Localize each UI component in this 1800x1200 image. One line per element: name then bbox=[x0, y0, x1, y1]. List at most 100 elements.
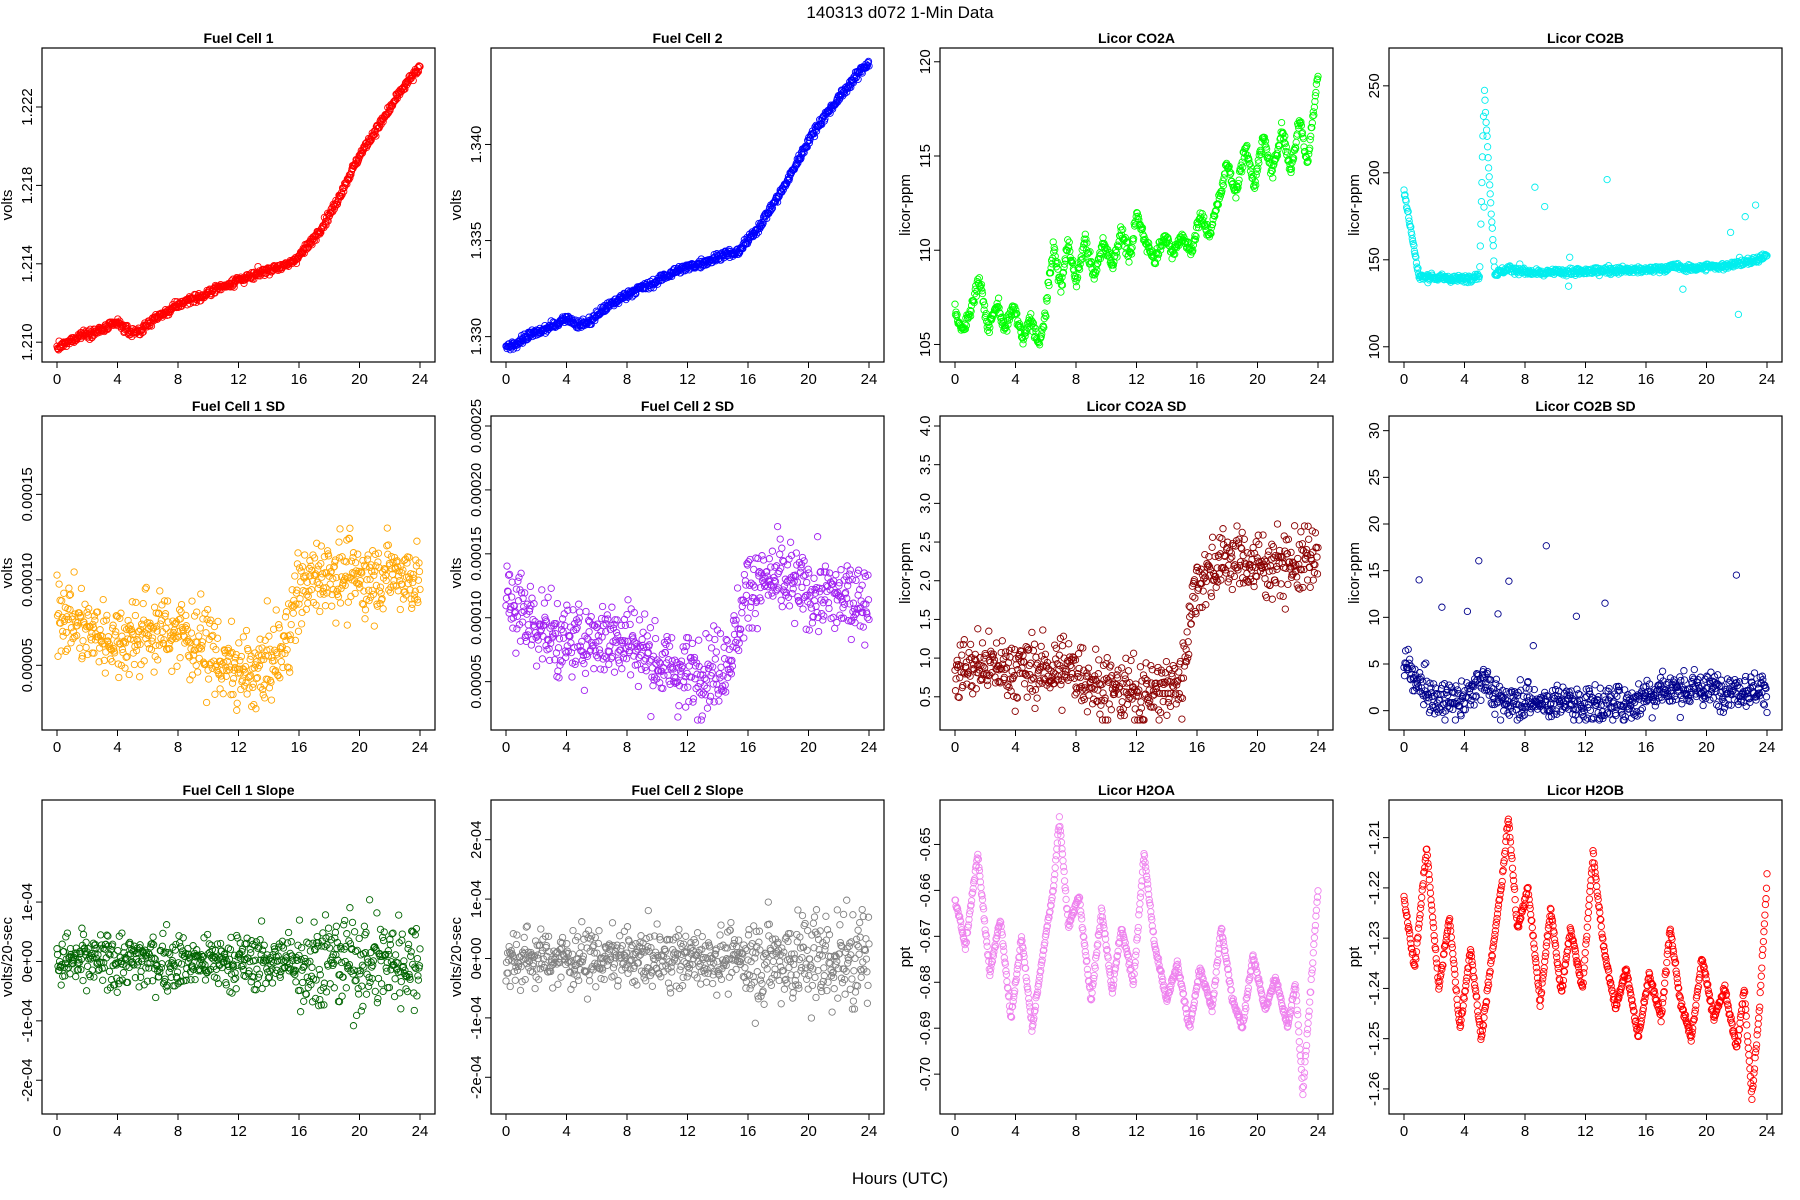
data-point bbox=[1247, 170, 1256, 179]
data-point bbox=[752, 230, 760, 239]
data-point bbox=[695, 636, 703, 644]
y-tick-label: 2.0 bbox=[917, 570, 934, 591]
data-point bbox=[316, 607, 324, 616]
data-point bbox=[665, 642, 674, 650]
data-point bbox=[517, 569, 525, 577]
data-point bbox=[1021, 332, 1029, 340]
data-point bbox=[1180, 234, 1188, 242]
data-point bbox=[1121, 242, 1129, 251]
data-point bbox=[852, 576, 860, 585]
data-point bbox=[1129, 649, 1138, 657]
data-point bbox=[1069, 256, 1077, 265]
x-tick-label: 12 bbox=[679, 739, 696, 756]
data-point bbox=[960, 636, 968, 644]
data-point bbox=[1751, 201, 1760, 209]
data-point bbox=[995, 304, 1003, 312]
data-point bbox=[1025, 661, 1033, 670]
y-tick-label: 4.0 bbox=[917, 416, 934, 437]
data-point bbox=[1603, 175, 1611, 184]
data-point bbox=[1252, 538, 1260, 546]
data-point bbox=[974, 275, 982, 283]
data-point bbox=[1207, 224, 1216, 232]
data-point bbox=[1292, 138, 1300, 147]
data-point bbox=[967, 307, 975, 315]
data-point bbox=[237, 685, 245, 694]
data-point bbox=[971, 285, 979, 293]
data-point bbox=[631, 289, 639, 297]
data-point bbox=[1400, 186, 1408, 194]
x-tick-label: 24 bbox=[412, 739, 429, 756]
y-tick-label: 100 bbox=[1366, 334, 1383, 359]
data-point bbox=[1255, 159, 1263, 167]
data-point bbox=[1480, 86, 1489, 95]
data-series bbox=[951, 72, 1322, 349]
x-tick-label: 16 bbox=[1189, 739, 1206, 756]
data-point bbox=[1181, 238, 1190, 246]
data-point bbox=[187, 629, 196, 637]
data-point bbox=[376, 583, 385, 591]
data-point bbox=[291, 572, 299, 580]
data-point bbox=[54, 610, 63, 618]
data-point bbox=[1023, 693, 1031, 701]
y-axis-label: licor-ppm bbox=[1346, 174, 1363, 236]
data-point bbox=[662, 640, 670, 649]
data-point bbox=[664, 671, 672, 679]
data-point bbox=[733, 584, 742, 592]
y-tick-label: 250 bbox=[1366, 73, 1383, 98]
x-tick-label: 12 bbox=[1128, 739, 1145, 756]
y-tick-label: 1.330 bbox=[468, 318, 485, 356]
data-point bbox=[53, 571, 61, 579]
data-point bbox=[773, 522, 782, 531]
data-point bbox=[1155, 716, 1163, 724]
data-point bbox=[810, 574, 818, 582]
data-point bbox=[283, 646, 291, 654]
data-point bbox=[1033, 694, 1041, 702]
data-point bbox=[1039, 626, 1047, 634]
data-point bbox=[1412, 253, 1420, 261]
data-point bbox=[1299, 134, 1308, 143]
data-point bbox=[1137, 698, 1145, 706]
data-point bbox=[591, 316, 599, 325]
data-point bbox=[173, 662, 181, 670]
data-point bbox=[123, 321, 131, 330]
data-point bbox=[1015, 320, 1024, 328]
data-point bbox=[1726, 228, 1735, 237]
data-point bbox=[1079, 254, 1087, 263]
x-tick-label: 0 bbox=[951, 739, 959, 756]
data-point bbox=[301, 551, 309, 559]
data-point bbox=[1259, 531, 1267, 539]
data-point bbox=[1016, 323, 1024, 332]
data-point bbox=[688, 639, 697, 648]
data-point bbox=[125, 670, 133, 679]
data-point bbox=[553, 599, 562, 608]
data-point bbox=[1479, 132, 1487, 140]
data-point bbox=[1059, 268, 1068, 277]
data-point bbox=[229, 674, 238, 683]
data-point bbox=[1058, 281, 1067, 289]
data-point bbox=[1065, 244, 1073, 252]
data-point bbox=[712, 648, 720, 656]
x-tick-label: 12 bbox=[679, 371, 696, 388]
data-point bbox=[1117, 226, 1125, 234]
x-tick-label: 20 bbox=[1698, 371, 1715, 388]
data-point bbox=[646, 624, 655, 632]
y-axis-label: licor-ppm bbox=[897, 542, 914, 604]
data-point bbox=[1541, 202, 1549, 211]
data-point bbox=[1413, 263, 1421, 271]
x-tick-label: 8 bbox=[623, 371, 631, 388]
data-point bbox=[821, 562, 830, 570]
x-tick-label: 4 bbox=[1011, 371, 1019, 388]
data-point bbox=[1261, 137, 1270, 145]
data-point bbox=[777, 596, 785, 604]
data-point bbox=[1282, 143, 1290, 151]
data-point bbox=[1040, 323, 1048, 332]
data-point bbox=[684, 683, 692, 691]
y-tick-label: 1.335 bbox=[468, 222, 485, 260]
data-point bbox=[287, 620, 295, 629]
data-point bbox=[1113, 253, 1121, 261]
data-point bbox=[1049, 238, 1057, 246]
data-point bbox=[321, 218, 330, 226]
data-point bbox=[803, 578, 811, 587]
x-tick-label: 24 bbox=[1310, 371, 1327, 388]
